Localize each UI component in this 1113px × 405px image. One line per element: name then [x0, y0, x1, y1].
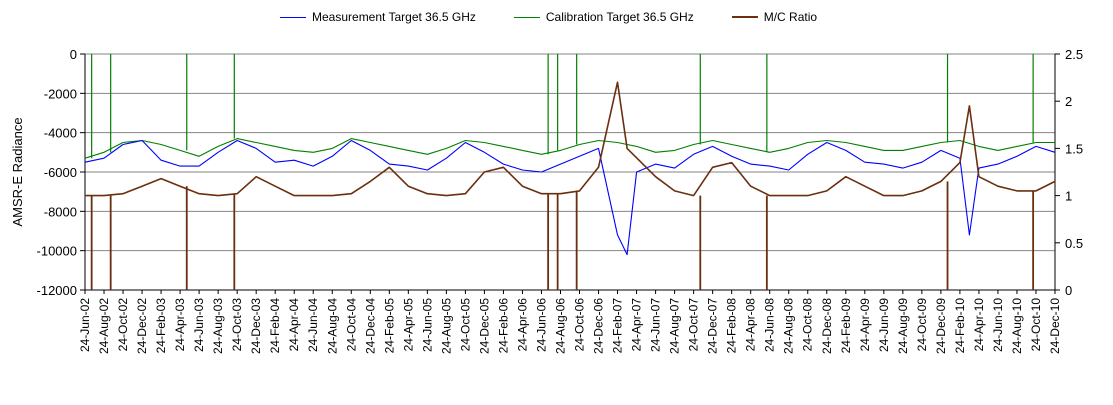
x-tick-label: 24-Jun-07 [649, 298, 663, 352]
x-tick-label: 24-Feb-05 [382, 298, 396, 354]
x-tick-label: 24-Dec-05 [477, 298, 491, 354]
legend-swatch-calibration [513, 16, 540, 18]
x-tick-label: 24-Jun-06 [534, 298, 548, 352]
x-tick-label: 24-Dec-04 [363, 298, 377, 354]
x-tick-label: 24-Apr-10 [972, 298, 986, 352]
x-tick-label: 24-Oct-02 [116, 298, 130, 352]
y-tick-label: -10000 [37, 244, 77, 259]
x-tick-label: 24-Apr-07 [630, 298, 644, 352]
y-tick-label: -8000 [44, 204, 77, 219]
series-line-1 [84, 138, 1055, 159]
legend-label-calibration: Calibration Target 36.5 GHz [545, 10, 694, 24]
x-tick-label: 24-Dec-03 [249, 298, 263, 354]
y-tick-label: -6000 [44, 165, 77, 180]
y-tick-label: -12000 [37, 283, 77, 298]
x-tick-label: 24-Dec-10 [1048, 298, 1062, 354]
x-tick-label: 24-Dec-07 [706, 298, 720, 354]
series-line-0 [84, 139, 1056, 256]
x-tick-label: 24-Feb-10 [953, 298, 967, 354]
y2-tick-label: 0 [1065, 283, 1072, 298]
x-tick-label: 24-Oct-10 [1029, 298, 1043, 352]
x-tick-label: 24-Jun-09 [877, 298, 891, 352]
legend-swatch-measurement [280, 16, 306, 18]
x-tick-label: 24-Jun-10 [991, 298, 1005, 352]
y-tick-label: -2000 [44, 86, 77, 101]
legend-item-measurement: Measurement Target 36.5 GHz [280, 10, 476, 24]
x-tick-label: 24-Apr-09 [858, 298, 872, 352]
x-tick-label: 24-Feb-03 [154, 298, 168, 354]
x-tick-label: 24-Dec-09 [934, 298, 948, 354]
x-tick-label: 24-Aug-06 [553, 298, 567, 354]
legend-label-measurement: Measurement Target 36.5 GHz [312, 10, 476, 24]
x-tick-label: 24-Jun-04 [306, 298, 320, 352]
x-tick-label: 24-Jun-03 [192, 298, 206, 352]
x-tick-label: 24-Aug-08 [782, 298, 796, 354]
x-tick-label: 24-Feb-09 [839, 298, 853, 354]
legend-item-calibration: Calibration Target 36.5 GHz [513, 10, 694, 24]
x-tick-label: 24-Apr-06 [515, 298, 529, 352]
x-tick-label: 24-Feb-06 [496, 298, 510, 354]
legend-swatch-ratio [731, 16, 758, 18]
x-tick-label: 24-Dec-06 [592, 298, 606, 354]
y2-tick-label: 1 [1065, 189, 1072, 204]
x-tick-label: 24-Apr-03 [173, 298, 187, 352]
x-tick-label: 24-Aug-02 [97, 298, 111, 354]
x-tick-label: 24-Dec-02 [135, 298, 149, 354]
x-tick-label: 24-Oct-03 [230, 298, 244, 352]
x-tick-label: 24-Apr-08 [744, 298, 758, 352]
series-line-2 [85, 81, 1056, 197]
x-tick-label: 24-Feb-08 [725, 298, 739, 354]
y-tick-label: 0 [70, 47, 77, 62]
legend: Measurement Target 36.5 GHz Calibration … [280, 10, 817, 24]
legend-label-ratio: M/C Ratio [763, 10, 818, 24]
x-tick-label: 24-Feb-07 [611, 298, 625, 354]
x-tick-label: 24-Oct-09 [915, 298, 929, 352]
y2-tick-label: 0.5 [1065, 236, 1083, 251]
y2-tick-label: 2.5 [1065, 47, 1083, 62]
y-tick-label: -4000 [44, 126, 77, 141]
y2-tick-label: 2 [1065, 94, 1072, 109]
x-tick-label: 24-Jun-02 [78, 298, 92, 352]
x-tick-label: 24-Aug-09 [896, 298, 910, 354]
x-tick-label: 24-Oct-07 [687, 298, 701, 352]
x-tick-label: 24-Jun-08 [763, 298, 777, 352]
x-tick-label: 24-Oct-05 [458, 298, 472, 352]
x-tick-label: 24-Oct-04 [344, 298, 358, 352]
y-axis-title: AMSR-E Radiance [10, 117, 25, 226]
legend-item-ratio: M/C Ratio [731, 10, 818, 24]
x-tick-label: 24-Oct-06 [573, 298, 587, 352]
x-tick-label: 24-Aug-07 [668, 298, 682, 354]
x-tick-label: 24-Apr-05 [401, 298, 415, 352]
x-tick-label: 24-Feb-04 [268, 298, 282, 354]
y2-tick-label: 1.5 [1065, 141, 1083, 156]
x-tick-label: 24-Aug-03 [211, 298, 225, 354]
x-tick-label: 24-Dec-08 [820, 298, 834, 354]
x-tick-label: 24-Jun-05 [420, 298, 434, 352]
x-tick-label: 24-Aug-10 [1010, 298, 1024, 354]
x-tick-label: 24-Aug-04 [325, 298, 339, 354]
x-tick-label: 24-Oct-08 [801, 298, 815, 352]
x-tick-label: 24-Aug-05 [439, 298, 453, 354]
x-tick-label: 24-Apr-04 [287, 298, 301, 352]
